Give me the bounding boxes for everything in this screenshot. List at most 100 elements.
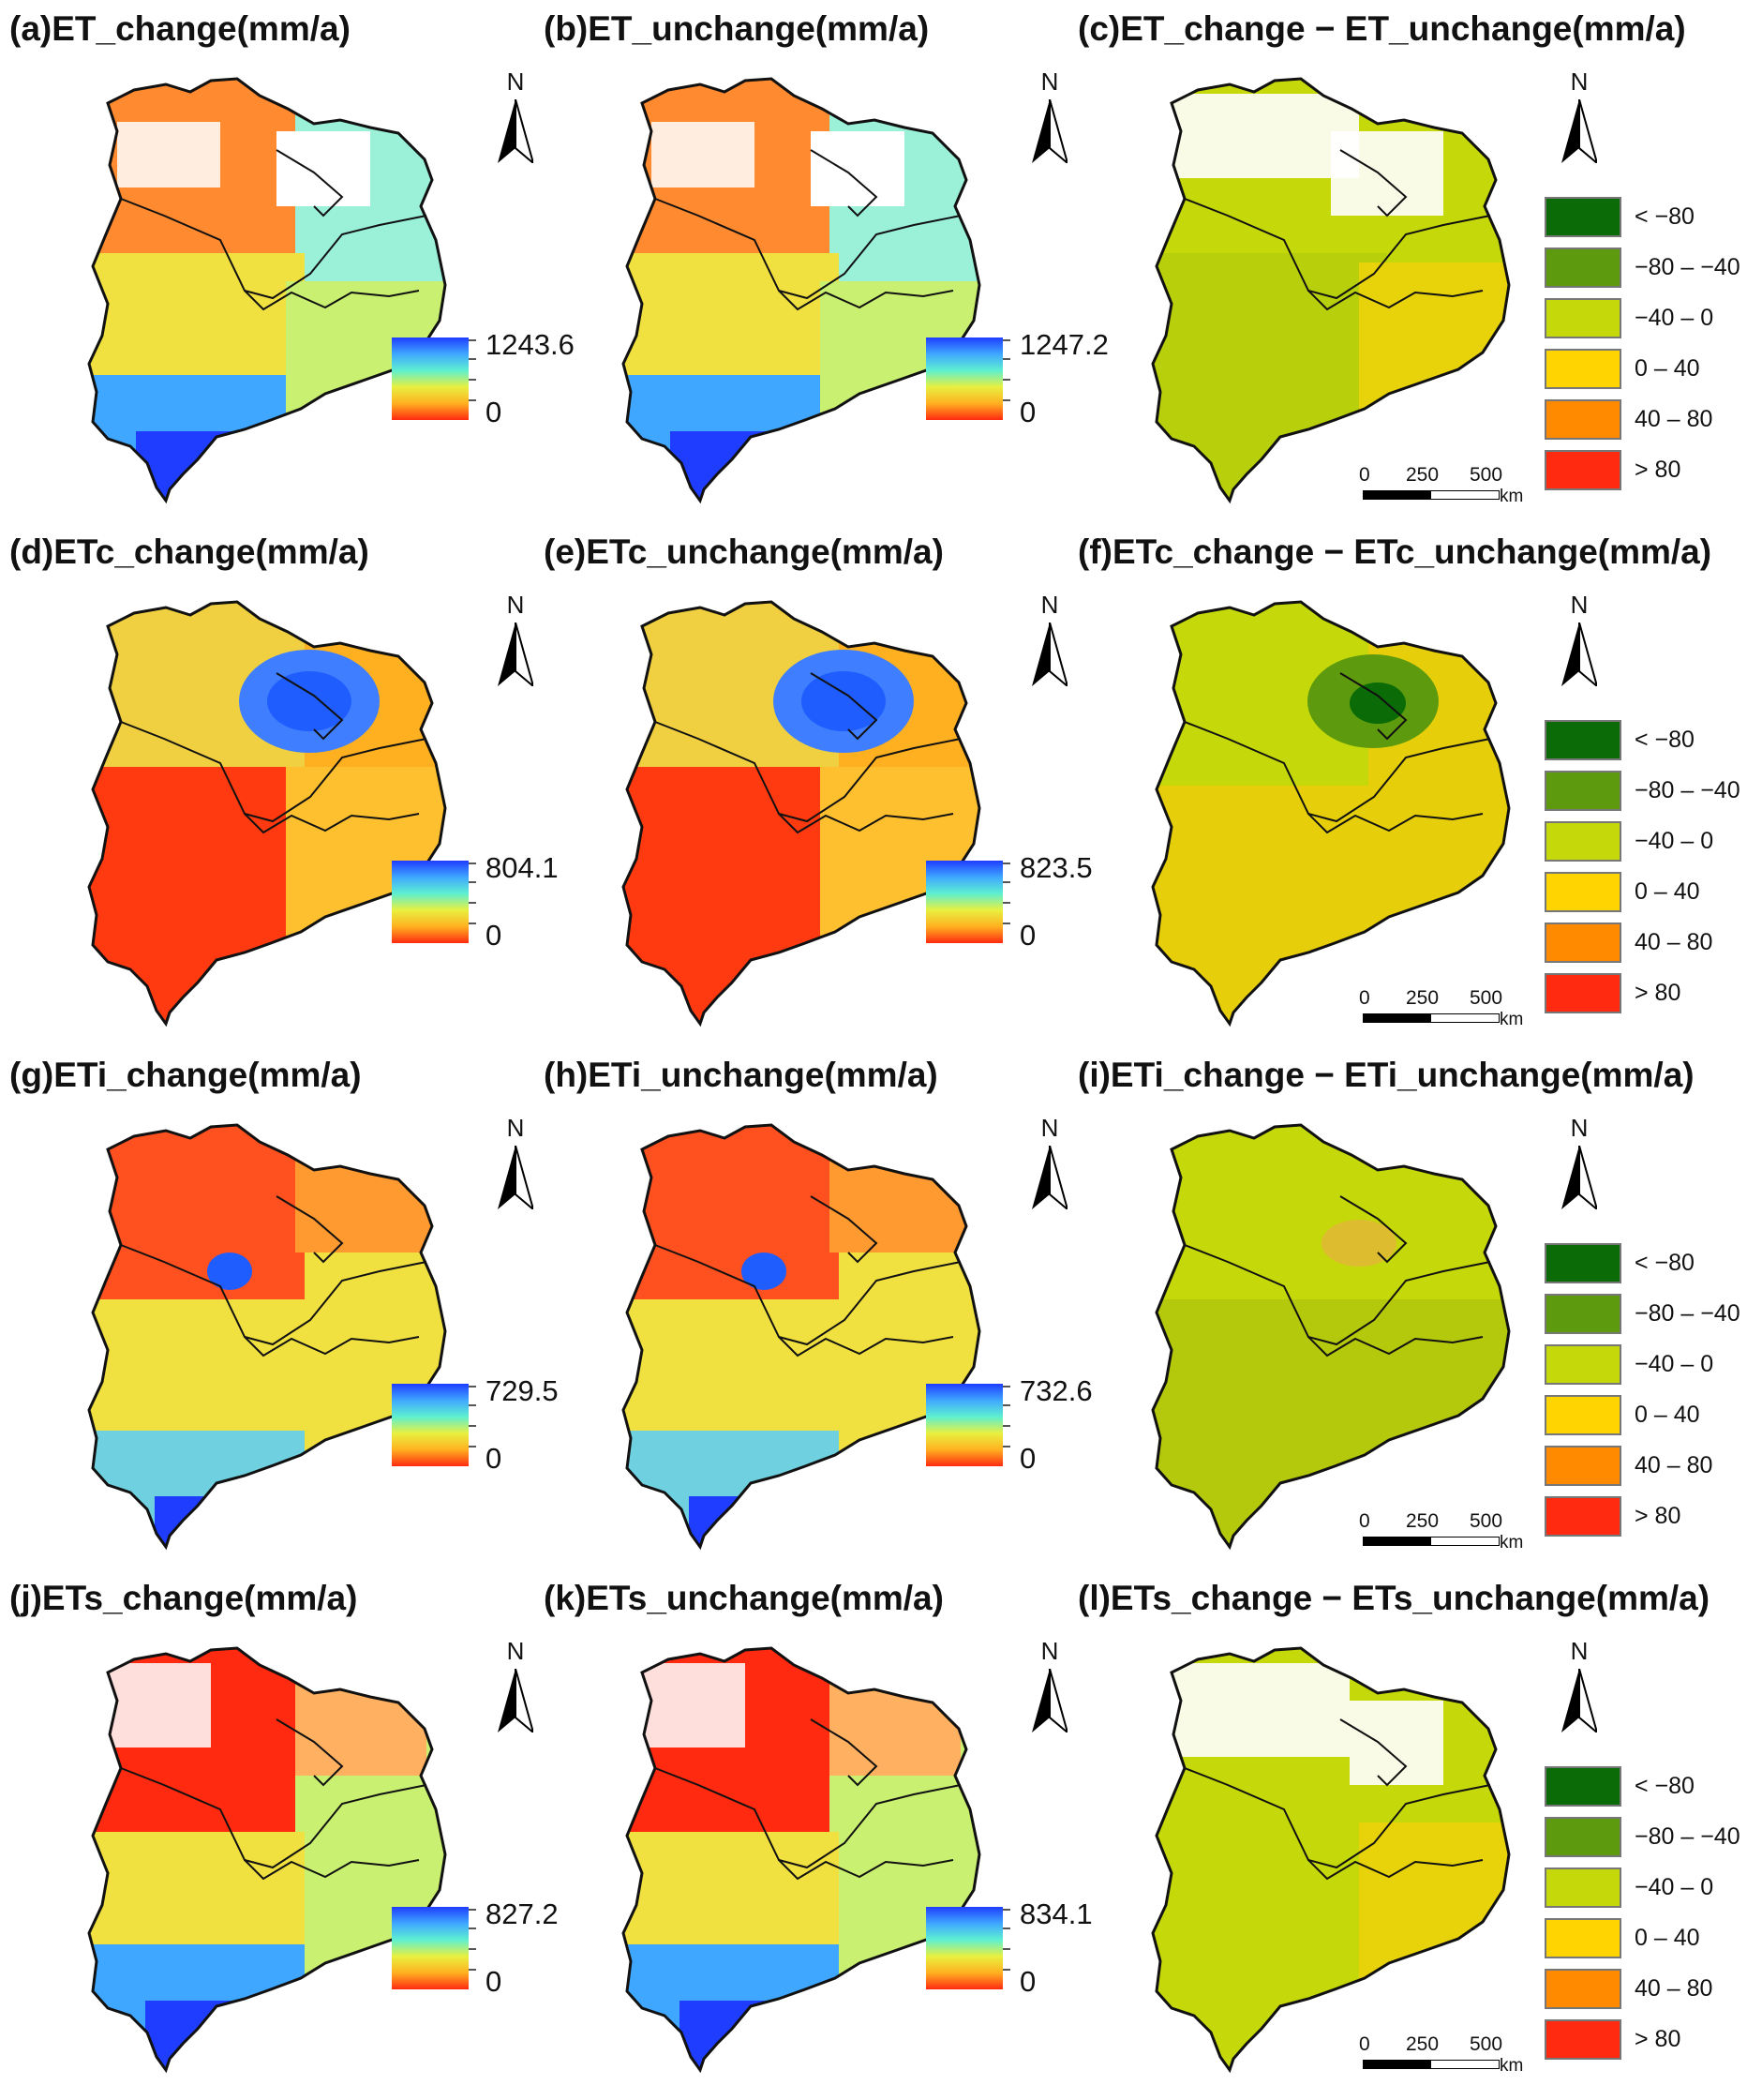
north-arrow: N	[1556, 68, 1603, 175]
north-arrow-icon	[498, 622, 533, 686]
legend-item: > 80	[1545, 450, 1762, 501]
legend-label: 40 – 80	[1635, 406, 1713, 432]
legend-swatch	[1545, 922, 1621, 963]
scale-label: 0	[1359, 2033, 1370, 2055]
north-arrow-icon	[1032, 622, 1068, 686]
scale-label: 0	[1359, 987, 1370, 1009]
north-arrow: N	[1026, 591, 1073, 698]
colorbar-min-label: 0	[485, 1965, 502, 1998]
eti-difference-map	[1151, 1123, 1511, 1549]
north-label: N	[1040, 1637, 1059, 1665]
colorbar-max-label: 729.5	[485, 1374, 559, 1407]
colorbar-tick	[1003, 358, 1010, 360]
legend-swatch	[1545, 973, 1621, 1013]
legend-item: 0 – 40	[1545, 349, 1762, 399]
north-arrow-icon	[1032, 1146, 1068, 1209]
north-arrow: N	[1026, 68, 1073, 175]
panel-e: (e)ETc_unchange(mm/a) N 823.5 0	[534, 532, 1097, 1039]
colorbar-min-label: 0	[1020, 1965, 1037, 1998]
et-unchange-map	[621, 77, 981, 502]
north-arrow-icon	[1561, 1146, 1597, 1209]
ets-change-map	[87, 1646, 447, 2072]
legend-swatch	[1545, 1868, 1621, 1908]
colorbar-tick	[1003, 1969, 1010, 1971]
scale-bar-segment	[1363, 1537, 1430, 1546]
north-label: N	[506, 1114, 525, 1142]
north-label: N	[1570, 591, 1589, 619]
colorbar-tick	[1003, 1425, 1010, 1427]
colorbar-tick	[1003, 1948, 1010, 1950]
north-arrow: N	[1556, 591, 1603, 698]
panel-title: (e)ETc_unchange(mm/a)	[544, 532, 944, 571]
colorbar-max-label: 804.1	[485, 851, 559, 884]
scale-bar: 0 250 500 km	[1359, 1510, 1546, 1557]
scale-bar: 0 250 500 km	[1359, 987, 1546, 1034]
scale-bar: 0 250 500 km	[1359, 2033, 1546, 2080]
colorbar-tick	[469, 1948, 476, 1950]
ets-unchange-map	[621, 1646, 981, 2072]
colorbar-tick	[469, 379, 476, 381]
panel-title: (c)ET_change − ET_unchange(mm/a)	[1078, 9, 1686, 48]
legend-label: > 80	[1635, 457, 1681, 483]
north-label: N	[1570, 1637, 1589, 1665]
north-label: N	[1040, 1114, 1059, 1142]
legend-item: < −80	[1545, 1243, 1762, 1294]
north-arrow-icon	[498, 1669, 533, 1732]
scale-unit: km	[1500, 1533, 1524, 1552]
legend-item: > 80	[1545, 2019, 1762, 2070]
scale-label: 250	[1406, 987, 1440, 1009]
panel-i: (i)ETi_change − ETi_unchange(mm/a) N < −…	[1068, 1056, 1762, 1562]
colorbar-tick	[469, 1386, 476, 1388]
panel-title: (f)ETc_change − ETc_unchange(mm/a)	[1078, 532, 1712, 571]
legend-item: < −80	[1545, 720, 1762, 771]
colorbar-tick	[1003, 1386, 1010, 1388]
panel-title: (j)ETs_change(mm/a)	[9, 1579, 358, 1617]
north-arrow: N	[1556, 1637, 1603, 1745]
legend-swatch	[1545, 720, 1621, 760]
legend-item: 0 – 40	[1545, 872, 1762, 922]
scale-unit: km	[1500, 487, 1524, 506]
north-label: N	[1040, 68, 1059, 96]
legend-item: −40 – 0	[1545, 298, 1762, 349]
legend-swatch	[1545, 2019, 1621, 2060]
legend-label: −80 – −40	[1635, 254, 1740, 280]
legend-swatch	[1545, 1918, 1621, 1958]
legend-swatch	[1545, 349, 1621, 389]
panel-title: (g)ETi_change(mm/a)	[9, 1056, 362, 1094]
legend-item: −80 – −40	[1545, 1294, 1762, 1344]
scale-bar-segment	[1430, 1013, 1500, 1023]
legend-label: −40 – 0	[1635, 1351, 1714, 1377]
legend-swatch	[1545, 399, 1621, 440]
colorbar-tick	[469, 339, 476, 341]
legend-item: < −80	[1545, 1766, 1762, 1817]
scale-bar-segment	[1363, 490, 1430, 500]
legend-label: −80 – −40	[1635, 1300, 1740, 1327]
panel-f: (f)ETc_change − ETc_unchange(mm/a) N < −…	[1068, 532, 1762, 1039]
legend-label: 40 – 80	[1635, 1452, 1713, 1478]
ets-difference-map	[1151, 1646, 1511, 2072]
scale-bar-segment	[1363, 2060, 1430, 2069]
scale-bar-segment	[1430, 2060, 1500, 2069]
colorbar-tick	[469, 881, 476, 883]
colorbar	[392, 861, 469, 943]
colorbar-tick	[469, 1425, 476, 1427]
north-arrow: N	[1026, 1637, 1073, 1745]
scale-bar: 0 250 500 km	[1359, 464, 1546, 511]
eti-unchange-map	[621, 1123, 981, 1549]
colorbar-max-label: 823.5	[1020, 851, 1093, 884]
scale-label: 0	[1359, 1510, 1370, 1532]
legend-label: 0 – 40	[1635, 878, 1700, 905]
colorbar-tick	[1003, 862, 1010, 864]
colorbar-tick	[469, 922, 476, 924]
colorbar	[392, 1907, 469, 1989]
colorbar-tick	[469, 902, 476, 904]
legend-swatch	[1545, 197, 1621, 237]
panel-l: (l)ETs_change − ETs_unchange(mm/a) N < −…	[1068, 1579, 1762, 2085]
colorbar-max-label: 732.6	[1020, 1374, 1093, 1407]
colorbar-tick	[1003, 922, 1010, 924]
etc-change-map	[87, 600, 447, 1026]
panel-k: (k)ETs_unchange(mm/a) N 834.1 0	[534, 1579, 1097, 2085]
colorbar-tick	[469, 1909, 476, 1911]
north-arrow-icon	[1561, 622, 1597, 686]
panel-title: (d)ETc_change(mm/a)	[9, 532, 369, 571]
